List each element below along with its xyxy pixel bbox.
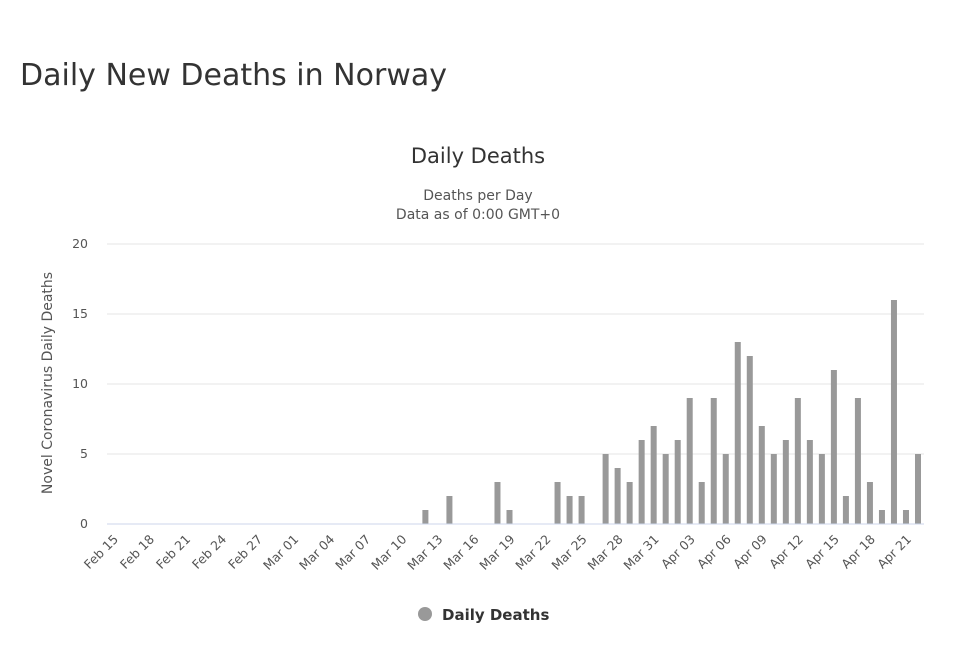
x-tick-label: Mar 10 xyxy=(368,531,409,572)
x-tick-label: Mar 31 xyxy=(620,532,661,573)
bar-mar-31[interactable] xyxy=(650,426,657,524)
x-tick-label: Mar 13 xyxy=(404,532,445,573)
bar-apr-10[interactable] xyxy=(770,454,777,524)
bar-apr-16[interactable] xyxy=(842,496,849,524)
x-tick-label: Mar 04 xyxy=(296,531,337,572)
x-tick-label: Apr 21 xyxy=(874,532,914,572)
y-tick-label: 10 xyxy=(72,376,88,391)
bar-apr-17[interactable] xyxy=(854,398,861,524)
bar-mar-28[interactable] xyxy=(614,468,621,524)
x-tick-label: Mar 25 xyxy=(548,532,589,573)
x-tick-label: Feb 15 xyxy=(81,532,121,572)
bar-mar-27[interactable] xyxy=(602,454,609,524)
daily-deaths-chart: Daily Deaths Deaths per Day Data as of 0… xyxy=(40,144,924,624)
x-tick-label: Feb 21 xyxy=(153,532,193,572)
bar-apr-11[interactable] xyxy=(782,440,789,524)
bar-apr-07[interactable] xyxy=(734,342,741,524)
y-tick-label: 5 xyxy=(80,446,88,461)
x-tick-label: Apr 03 xyxy=(658,532,698,572)
x-tick-label: Apr 09 xyxy=(730,531,770,571)
x-tick-label: Feb 27 xyxy=(225,532,265,572)
bar-apr-22[interactable] xyxy=(914,454,921,524)
bar-apr-05[interactable] xyxy=(710,398,717,524)
x-tick-label: Mar 22 xyxy=(512,532,553,573)
bar-apr-14[interactable] xyxy=(818,454,825,524)
bar-apr-15[interactable] xyxy=(830,370,837,524)
x-tick-label: Mar 28 xyxy=(584,531,625,572)
x-tick-label: Feb 18 xyxy=(117,531,157,571)
x-tick-label: Apr 06 xyxy=(694,531,734,571)
legend[interactable]: Daily Deaths xyxy=(418,606,549,624)
x-tick-label: Apr 15 xyxy=(802,532,842,572)
y-axis-label: Novel Coronavirus Daily Deaths xyxy=(40,272,56,494)
bar-mar-18[interactable] xyxy=(494,482,501,524)
y-tick-label: 20 xyxy=(72,236,88,251)
bar-apr-20[interactable] xyxy=(890,300,897,524)
bar-apr-03[interactable] xyxy=(686,398,693,524)
bar-apr-01[interactable] xyxy=(662,454,669,524)
bar-apr-21[interactable] xyxy=(902,510,909,524)
legend-label[interactable]: Daily Deaths xyxy=(442,606,549,624)
bar-apr-13[interactable] xyxy=(806,440,813,524)
bar-mar-23[interactable] xyxy=(554,482,561,524)
bar-mar-25[interactable] xyxy=(578,496,585,524)
x-tick-label: Mar 01 xyxy=(260,532,301,573)
bar-apr-12[interactable] xyxy=(794,398,801,524)
x-tick-label: Mar 19 xyxy=(476,531,517,572)
bar-mar-30[interactable] xyxy=(638,440,645,524)
bar-apr-02[interactable] xyxy=(674,440,681,524)
x-tick-label: Apr 18 xyxy=(838,531,878,571)
chart-subtitle-line-1: Deaths per Day xyxy=(423,188,532,204)
y-tick-label: 15 xyxy=(72,306,88,321)
bar-apr-06[interactable] xyxy=(722,454,729,524)
bar-mar-29[interactable] xyxy=(626,482,633,524)
bar-apr-19[interactable] xyxy=(878,510,885,524)
legend-marker xyxy=(418,607,432,621)
bar-mar-19[interactable] xyxy=(506,510,513,524)
x-tick-label: Mar 16 xyxy=(440,531,481,572)
bar-apr-04[interactable] xyxy=(698,482,705,524)
bar-mar-12[interactable] xyxy=(422,510,429,524)
x-tick-label: Mar 07 xyxy=(332,532,373,573)
bar-mar-24[interactable] xyxy=(566,496,573,524)
bar-apr-08[interactable] xyxy=(746,356,753,524)
y-axis-ticks: 0 5 10 15 20 xyxy=(72,236,88,531)
page-heading: Daily New Deaths in Norway xyxy=(20,58,447,93)
chart-container: Daily Deaths Deaths per Day Data as of 0… xyxy=(0,120,956,654)
gridlines xyxy=(107,243,924,455)
bar-apr-09[interactable] xyxy=(758,426,765,524)
chart-title: Daily Deaths xyxy=(411,144,545,168)
bar-mar-14[interactable] xyxy=(446,496,453,524)
bar-apr-18[interactable] xyxy=(866,482,873,524)
x-tick-label: Apr 12 xyxy=(766,532,806,572)
bars xyxy=(422,300,921,524)
x-tick-label: Feb 24 xyxy=(189,531,229,571)
y-tick-label: 0 xyxy=(80,516,88,531)
chart-subtitle-line-2: Data as of 0:00 GMT+0 xyxy=(396,207,560,223)
